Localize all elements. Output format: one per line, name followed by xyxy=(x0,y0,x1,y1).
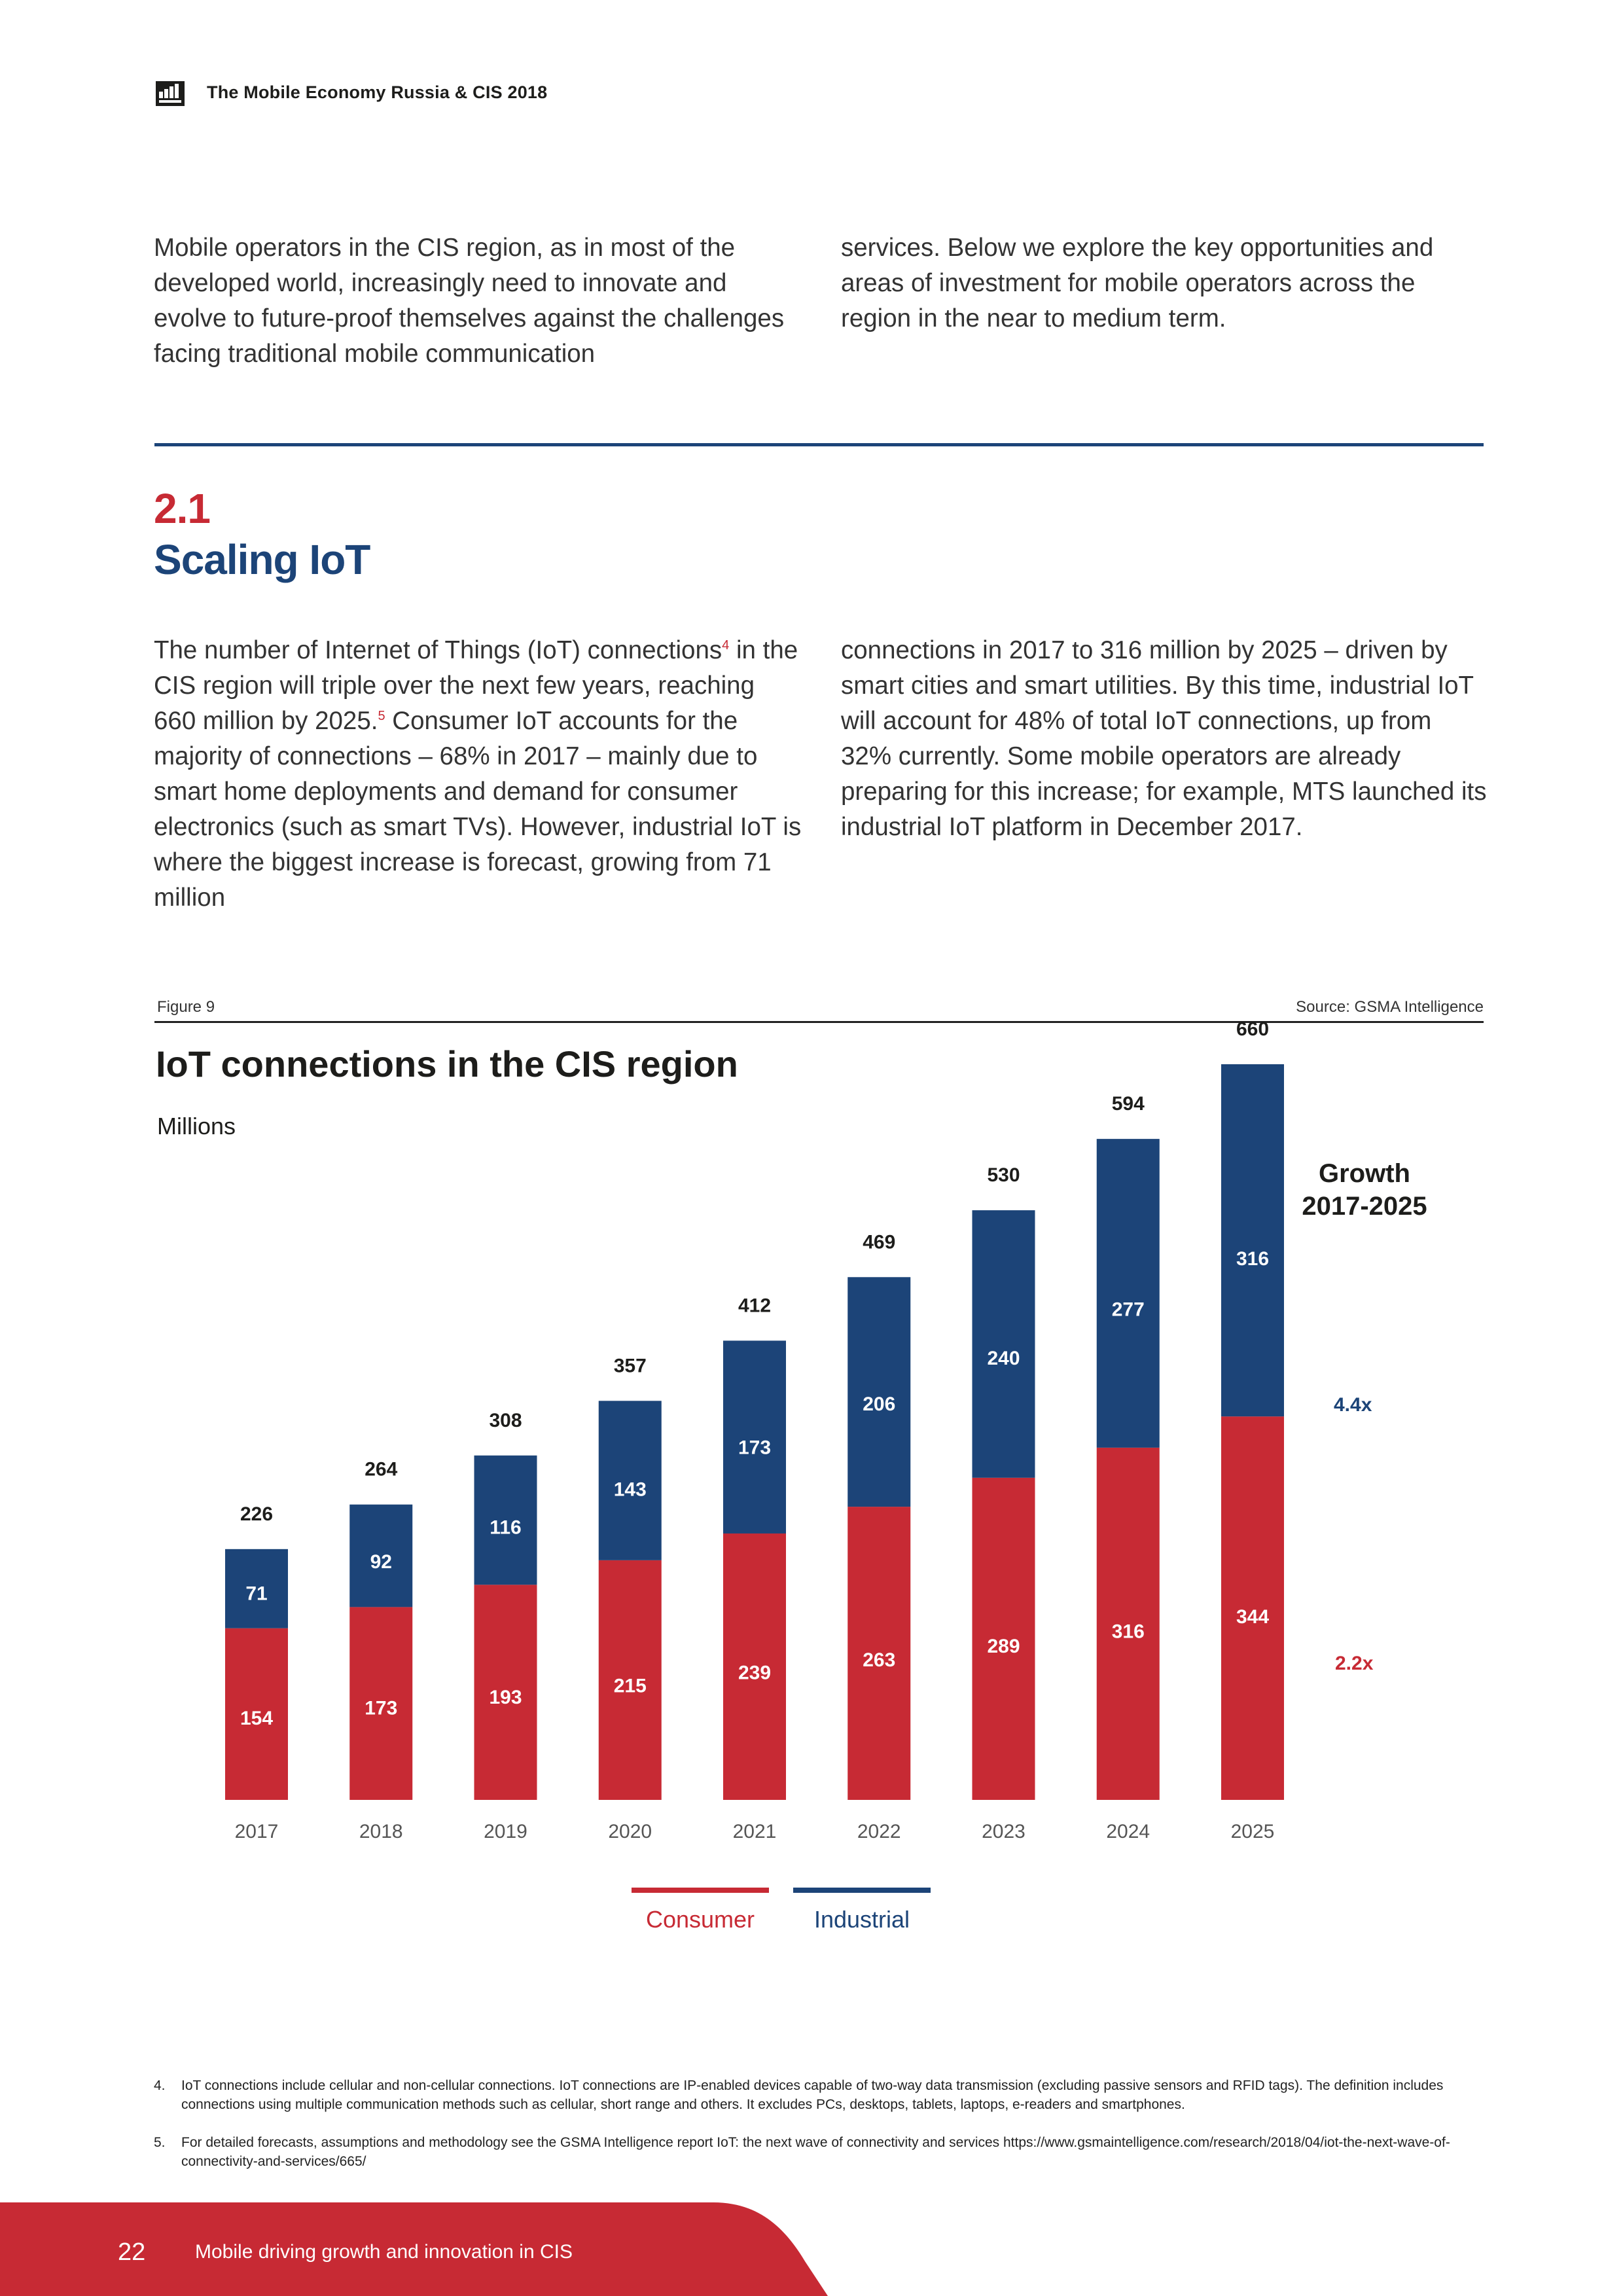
total-label-2017: 226 xyxy=(240,1503,273,1525)
footer-text: Mobile driving growth and innovation in … xyxy=(195,2241,573,2263)
growth-header: Growth 2017-2025 xyxy=(1270,1157,1459,1223)
x-tick-label-2021: 2021 xyxy=(733,1821,777,1842)
bar-consumer-2025 xyxy=(1221,1416,1284,1800)
footnote-text: For detailed forecasts, assumptions and … xyxy=(181,2135,1450,2169)
legend-industrial: Industrial xyxy=(793,1888,931,1933)
bar-consumer-2017 xyxy=(225,1628,288,1800)
data-label-consumer-2023: 289 xyxy=(987,1636,1020,1657)
iot-text-part-c: Consumer IoT accounts for the majority o… xyxy=(154,707,802,912)
total-label-2022: 469 xyxy=(863,1231,895,1253)
footnote-5: 5. For detailed forecasts, assumptions a… xyxy=(154,2133,1456,2171)
bar-consumer-2018 xyxy=(349,1607,413,1800)
total-label-2025: 660 xyxy=(1236,1018,1269,1040)
data-label-consumer-2020: 215 xyxy=(614,1675,647,1696)
x-tick-label-2024: 2024 xyxy=(1106,1821,1150,1842)
footer-band xyxy=(0,2202,828,2296)
chart-title: IoT connections in the CIS region xyxy=(156,1043,738,1085)
x-tick-label-2017: 2017 xyxy=(235,1821,279,1842)
bar-consumer-2024 xyxy=(1096,1447,1160,1800)
legend-industrial-swatch xyxy=(793,1888,931,1893)
section-title: Scaling IoT xyxy=(154,536,370,583)
total-label-2021: 412 xyxy=(738,1295,771,1316)
data-label-industrial-2018: 92 xyxy=(370,1551,392,1573)
footnote-4: 4. IoT connections include cellular and … xyxy=(154,2076,1456,2114)
intro-paragraph-left: Mobile operators in the CIS region, as i… xyxy=(154,234,785,368)
gsma-logo-icon xyxy=(156,81,185,106)
figure-rule xyxy=(154,1021,1484,1023)
section-number: 2.1 xyxy=(154,485,211,532)
footnote-number: 4. xyxy=(154,2078,166,2093)
chart-unit-label: Millions xyxy=(157,1113,236,1139)
data-label-industrial-2025: 316 xyxy=(1236,1248,1269,1270)
total-label-2023: 530 xyxy=(987,1164,1020,1186)
data-label-industrial-2020: 143 xyxy=(614,1479,647,1500)
iot-text-part-b: in the CIS region will triple over the n… xyxy=(154,636,798,735)
data-label-consumer-2025: 344 xyxy=(1236,1606,1269,1628)
total-label-2024: 594 xyxy=(1112,1093,1145,1115)
legend-industrial-label: Industrial xyxy=(813,1906,910,1933)
x-tick-label-2018: 2018 xyxy=(359,1821,403,1842)
x-tick-label-2022: 2022 xyxy=(857,1821,901,1842)
industrial-growth-label: 4.4x xyxy=(1334,1394,1372,1416)
data-label-industrial-2022: 206 xyxy=(863,1393,895,1415)
data-label-industrial-2024: 277 xyxy=(1112,1299,1145,1321)
data-label-consumer-2017: 154 xyxy=(240,1708,273,1729)
footnote-ref-4[interactable]: 4 xyxy=(722,638,730,653)
figure-label: Figure 9 xyxy=(157,998,215,1016)
data-label-industrial-2021: 173 xyxy=(738,1437,771,1458)
x-tick-label-2019: 2019 xyxy=(484,1821,527,1842)
bar-industrial-2024 xyxy=(1096,1139,1160,1448)
x-tick-label-2025: 2025 xyxy=(1231,1821,1275,1842)
figure-source: Source: GSMA Intelligence xyxy=(1296,998,1484,1016)
data-label-industrial-2023: 240 xyxy=(987,1348,1020,1369)
data-label-consumer-2022: 263 xyxy=(863,1649,895,1671)
iot-text-part-a: The number of Internet of Things (IoT) c… xyxy=(154,636,722,664)
x-tick-label-2023: 2023 xyxy=(982,1821,1026,1842)
bar-industrial-2018 xyxy=(349,1504,413,1607)
legend-consumer-label: Consumer xyxy=(645,1906,755,1933)
data-label-industrial-2017: 71 xyxy=(245,1583,267,1604)
growth-header-line-1: Growth xyxy=(1319,1159,1410,1188)
bar-industrial-2017 xyxy=(225,1549,288,1628)
total-label-2019: 308 xyxy=(489,1410,522,1431)
legend-consumer: Consumer xyxy=(632,1888,769,1933)
total-label-2018: 264 xyxy=(365,1459,397,1480)
iot-paragraph-right: connections in 2017 to 316 million by 20… xyxy=(841,636,1487,841)
data-label-consumer-2024: 316 xyxy=(1112,1621,1145,1643)
x-tick-label-2020: 2020 xyxy=(608,1821,652,1842)
page-number: 22 xyxy=(118,2238,146,2266)
document-title: The Mobile Economy Russia & CIS 2018 xyxy=(207,82,548,102)
bar-industrial-2019 xyxy=(474,1455,537,1585)
bar-industrial-2020 xyxy=(598,1401,662,1560)
growth-header-line-2: 2017-2025 xyxy=(1302,1192,1427,1221)
bar-industrial-2025 xyxy=(1221,1064,1284,1417)
footnote-text: IoT connections include cellular and non… xyxy=(181,2078,1444,2112)
total-label-2020: 357 xyxy=(614,1355,647,1376)
bar-consumer-2019 xyxy=(474,1585,537,1800)
legend-consumer-swatch xyxy=(632,1888,769,1893)
bar-consumer-2023 xyxy=(972,1477,1035,1800)
bar-industrial-2022 xyxy=(847,1277,911,1507)
bar-consumer-2021 xyxy=(723,1533,786,1800)
bar-industrial-2021 xyxy=(723,1340,786,1534)
bar-consumer-2020 xyxy=(598,1560,662,1800)
footnote-ref-5[interactable]: 5 xyxy=(378,709,385,724)
intro-paragraph-right: services. Below we explore the key oppor… xyxy=(841,234,1434,332)
bar-consumer-2022 xyxy=(847,1507,911,1800)
consumer-growth-label: 2.2x xyxy=(1335,1653,1374,1674)
section-divider xyxy=(154,443,1484,446)
bar-industrial-2023 xyxy=(972,1210,1035,1478)
data-label-consumer-2021: 239 xyxy=(738,1662,771,1684)
data-label-industrial-2019: 116 xyxy=(490,1516,521,1538)
data-label-consumer-2019: 193 xyxy=(489,1687,522,1708)
footnote-number: 5. xyxy=(154,2135,166,2150)
iot-paragraph-left: The number of Internet of Things (IoT) c… xyxy=(154,633,802,916)
data-label-consumer-2018: 173 xyxy=(365,1698,397,1719)
